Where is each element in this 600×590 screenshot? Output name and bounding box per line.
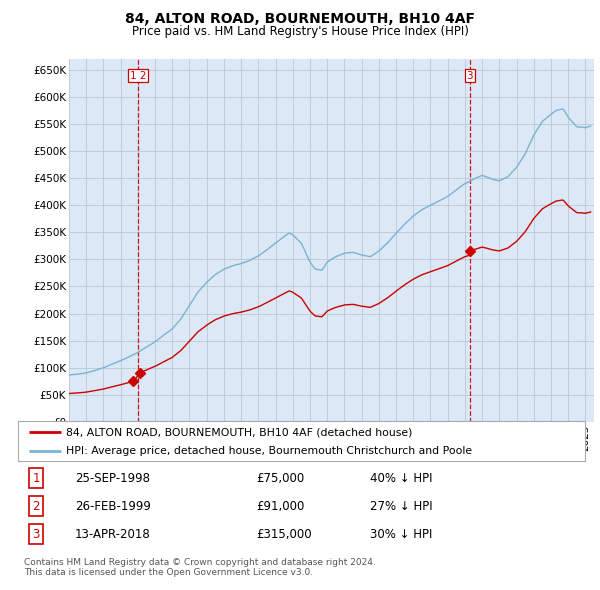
Text: 1 2: 1 2	[130, 71, 146, 81]
Text: HPI: Average price, detached house, Bournemouth Christchurch and Poole: HPI: Average price, detached house, Bour…	[66, 445, 472, 455]
Text: 40% ↓ HPI: 40% ↓ HPI	[370, 472, 432, 485]
Text: £91,000: £91,000	[256, 500, 305, 513]
Text: 26-FEB-1999: 26-FEB-1999	[75, 500, 151, 513]
Text: £75,000: £75,000	[256, 472, 304, 485]
Text: 2: 2	[32, 500, 40, 513]
Text: 25-SEP-1998: 25-SEP-1998	[75, 472, 150, 485]
Text: 3: 3	[466, 71, 473, 81]
Text: 84, ALTON ROAD, BOURNEMOUTH, BH10 4AF: 84, ALTON ROAD, BOURNEMOUTH, BH10 4AF	[125, 12, 475, 26]
Text: 27% ↓ HPI: 27% ↓ HPI	[370, 500, 432, 513]
Text: 30% ↓ HPI: 30% ↓ HPI	[370, 527, 432, 540]
Text: 13-APR-2018: 13-APR-2018	[75, 527, 151, 540]
Text: 3: 3	[32, 527, 40, 540]
Text: Price paid vs. HM Land Registry's House Price Index (HPI): Price paid vs. HM Land Registry's House …	[131, 25, 469, 38]
Text: 1: 1	[32, 472, 40, 485]
Text: £315,000: £315,000	[256, 527, 312, 540]
Text: This data is licensed under the Open Government Licence v3.0.: This data is licensed under the Open Gov…	[24, 568, 313, 576]
Text: 84, ALTON ROAD, BOURNEMOUTH, BH10 4AF (detached house): 84, ALTON ROAD, BOURNEMOUTH, BH10 4AF (d…	[66, 427, 413, 437]
Text: Contains HM Land Registry data © Crown copyright and database right 2024.: Contains HM Land Registry data © Crown c…	[24, 558, 376, 566]
